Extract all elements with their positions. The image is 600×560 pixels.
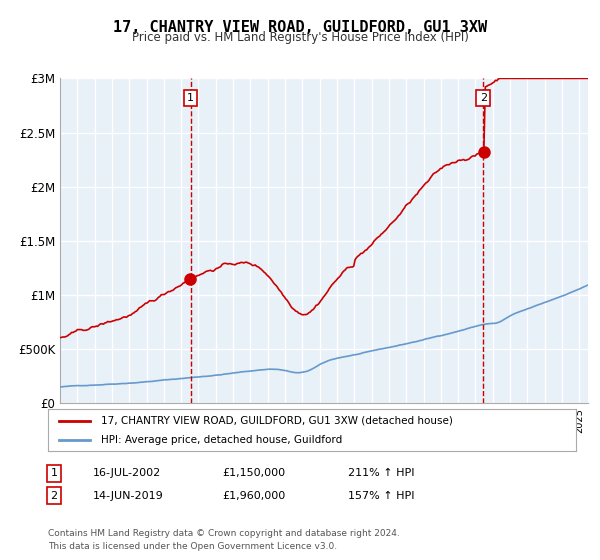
Text: 14-JUN-2019: 14-JUN-2019 (93, 491, 164, 501)
Text: £1,150,000: £1,150,000 (222, 468, 285, 478)
Text: Contains HM Land Registry data © Crown copyright and database right 2024.
This d: Contains HM Land Registry data © Crown c… (48, 529, 400, 550)
Text: 211% ↑ HPI: 211% ↑ HPI (348, 468, 415, 478)
Text: 16-JUL-2002: 16-JUL-2002 (93, 468, 161, 478)
Text: Price paid vs. HM Land Registry's House Price Index (HPI): Price paid vs. HM Land Registry's House … (131, 31, 469, 44)
Text: 17, CHANTRY VIEW ROAD, GUILDFORD, GU1 3XW: 17, CHANTRY VIEW ROAD, GUILDFORD, GU1 3X… (113, 20, 487, 35)
Text: HPI: Average price, detached house, Guildford: HPI: Average price, detached house, Guil… (101, 435, 342, 445)
Text: 1: 1 (50, 468, 58, 478)
Text: £1,960,000: £1,960,000 (222, 491, 285, 501)
Text: 17, CHANTRY VIEW ROAD, GUILDFORD, GU1 3XW (detached house): 17, CHANTRY VIEW ROAD, GUILDFORD, GU1 3X… (101, 416, 452, 426)
Text: 2: 2 (50, 491, 58, 501)
Text: 1: 1 (187, 93, 194, 103)
Text: 2: 2 (480, 93, 487, 103)
Text: 157% ↑ HPI: 157% ↑ HPI (348, 491, 415, 501)
